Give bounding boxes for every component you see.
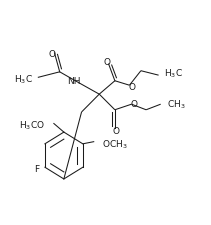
Text: O: O [103, 58, 110, 67]
Text: O: O [130, 99, 137, 108]
Text: OCH$_3$: OCH$_3$ [102, 138, 128, 150]
Text: O: O [49, 50, 55, 59]
Text: H$_3$CO: H$_3$CO [19, 119, 45, 131]
Text: O: O [128, 83, 135, 91]
Text: F: F [35, 164, 40, 173]
Text: H$_3$C: H$_3$C [14, 73, 33, 85]
Text: H$_3$C: H$_3$C [164, 67, 183, 80]
Text: O: O [112, 126, 119, 135]
Text: NH: NH [68, 77, 81, 86]
Text: CH$_3$: CH$_3$ [167, 99, 185, 111]
